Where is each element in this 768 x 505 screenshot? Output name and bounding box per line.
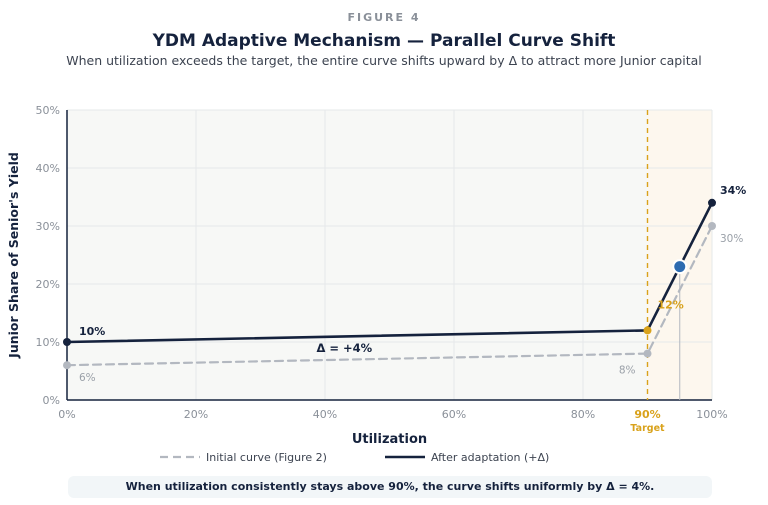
x-tick-label-4: 80% bbox=[571, 408, 595, 421]
delta-annotation-0: Δ = +4% bbox=[316, 341, 372, 355]
target-label: Target bbox=[630, 423, 665, 434]
chart-title: YDM Adaptive Mechanism — Parallel Curve … bbox=[152, 31, 616, 51]
series-0-label-1: 8% bbox=[619, 365, 636, 377]
y-tick-label-4: 40% bbox=[36, 162, 60, 175]
series-0-label-2: 30% bbox=[720, 233, 743, 245]
x-axis-title: Utilization bbox=[352, 432, 427, 447]
y-tick-label-2: 20% bbox=[36, 278, 60, 291]
figure-kicker: FIGURE 4 bbox=[347, 11, 421, 24]
series-1-label-2: 34% bbox=[720, 184, 746, 197]
x-tick-label-5: 90% bbox=[634, 408, 660, 421]
series-0-label-0: 6% bbox=[79, 372, 96, 384]
series-1-point-2 bbox=[708, 198, 716, 207]
chart-subtitle: When utilization exceeds the target, the… bbox=[66, 53, 702, 68]
footer-note: When utilization consistently stays abov… bbox=[68, 476, 712, 498]
series-0-point-1 bbox=[643, 349, 652, 358]
series-1-label-0: 10% bbox=[79, 325, 105, 338]
legend-label-adapted: After adaptation (+Δ) bbox=[431, 451, 549, 464]
series-0-point-0 bbox=[63, 361, 71, 370]
x-tick-label-3: 60% bbox=[442, 408, 466, 421]
legend-label-initial: Initial curve (Figure 2) bbox=[206, 451, 327, 464]
series-1-point-1 bbox=[643, 326, 652, 335]
x-tick-label-6: 100% bbox=[696, 408, 727, 421]
x-tick-label-2: 40% bbox=[313, 408, 337, 421]
series-1-label-1: 12% bbox=[658, 298, 684, 311]
plot-background bbox=[67, 110, 712, 400]
y-tick-label-1: 10% bbox=[36, 336, 60, 349]
chart-area: 0% 20% 40% 60% 80% 90% 100% Target 0% 10% 20% 30% 40… bbox=[6, 104, 746, 464]
x-tick-label-0: 0% bbox=[58, 408, 75, 421]
y-tick-label-0: 0% bbox=[43, 394, 60, 407]
y-tick-label-3: 30% bbox=[36, 220, 60, 233]
series-0-point-2 bbox=[708, 222, 716, 230]
y-tick-label-5: 50% bbox=[36, 104, 60, 117]
series-1-point-0 bbox=[63, 338, 71, 346]
y-axis-title: Junior Share of Senior's Yield bbox=[6, 152, 21, 359]
current-point-marker bbox=[672, 259, 688, 275]
x-tick-label-1: 20% bbox=[184, 408, 208, 421]
